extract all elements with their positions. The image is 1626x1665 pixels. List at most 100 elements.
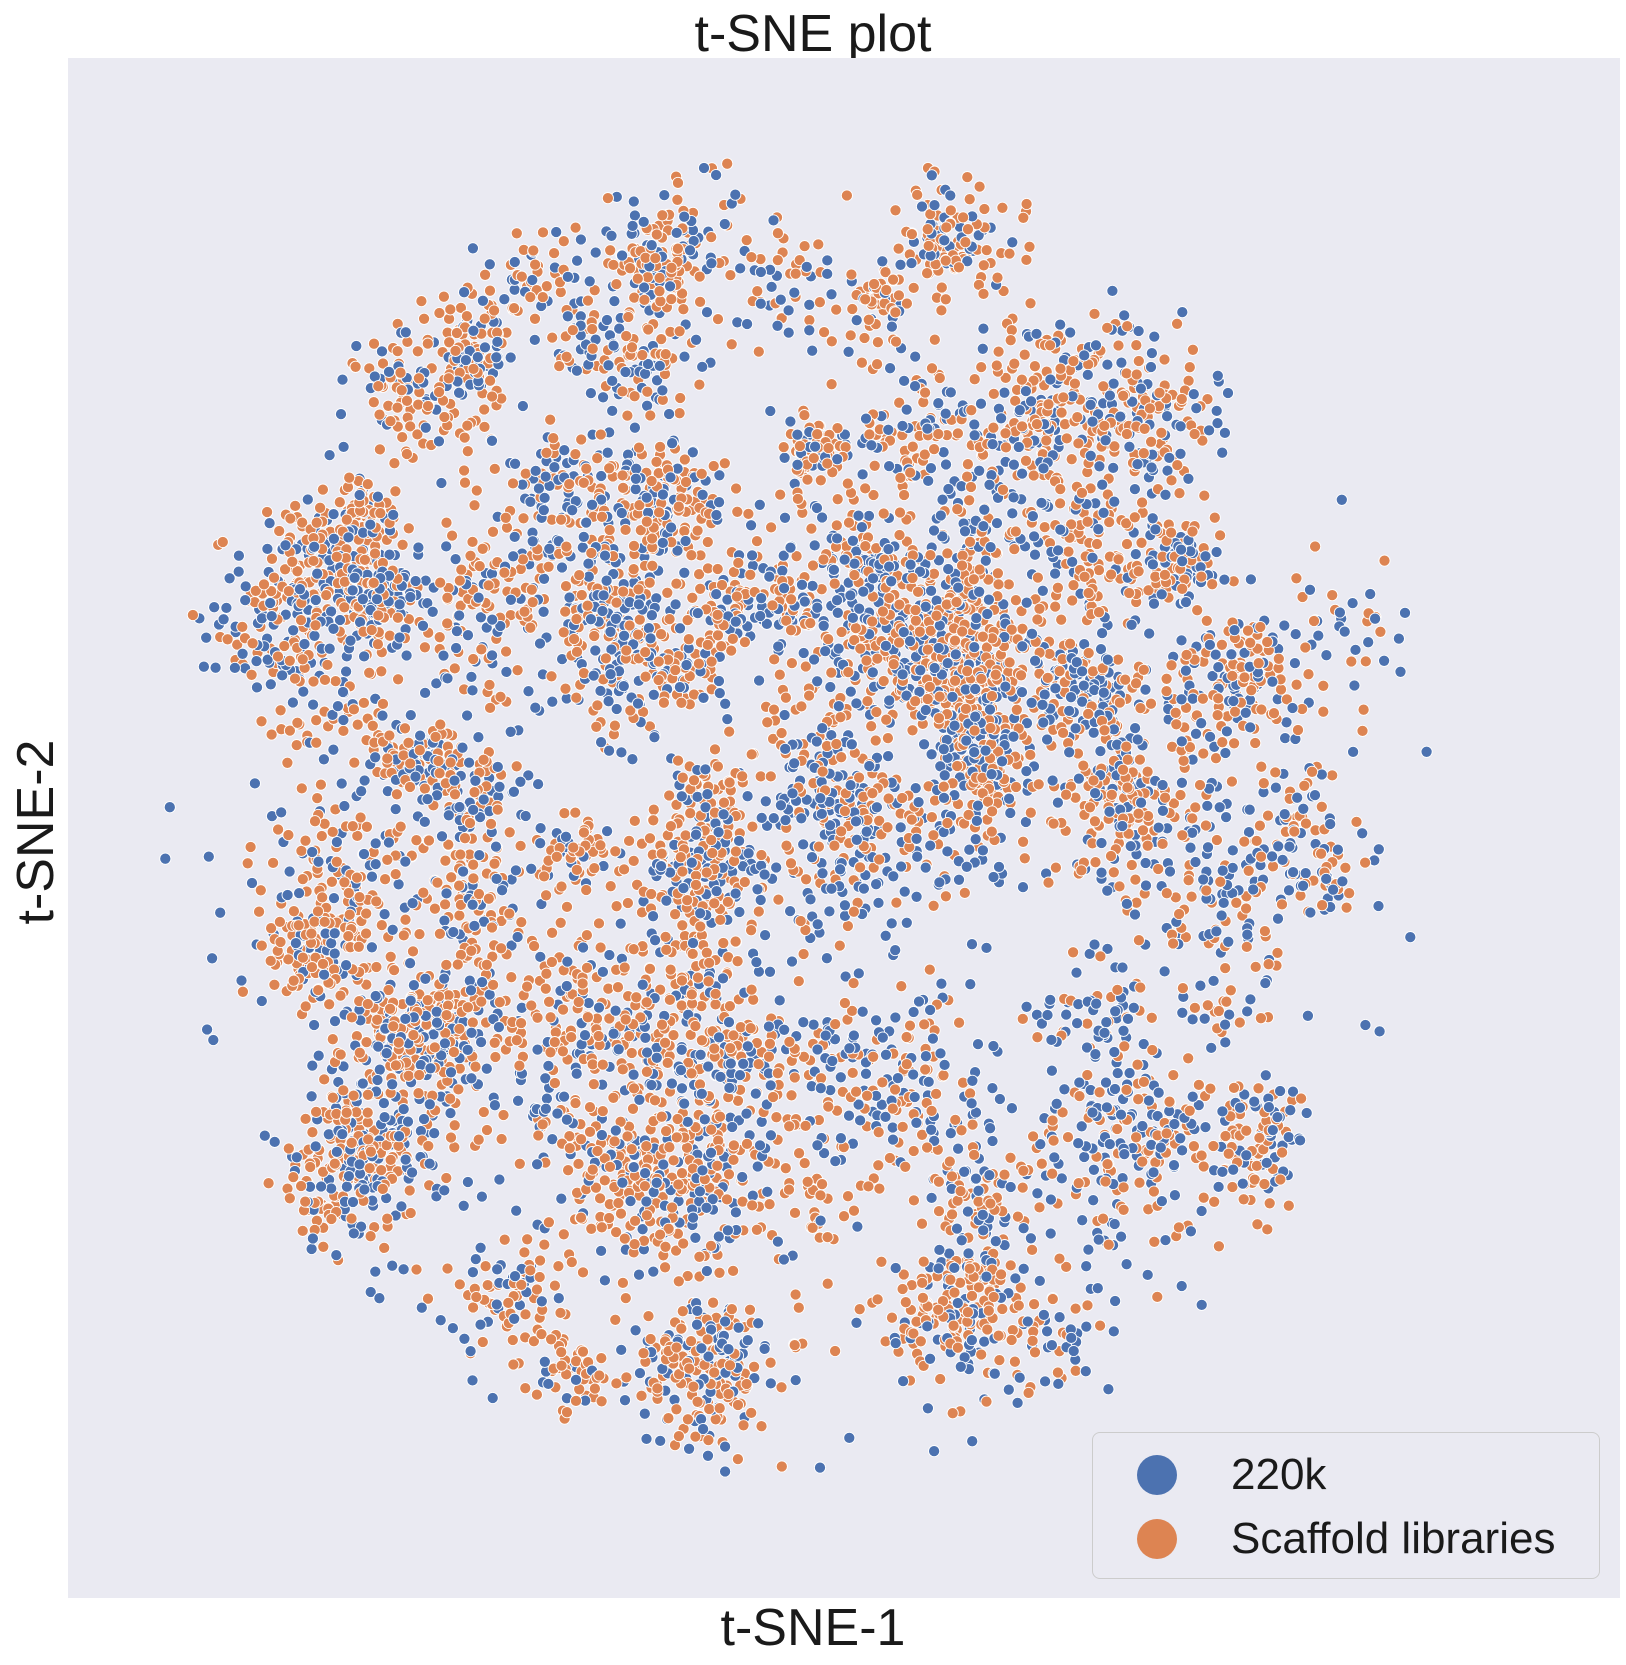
point-scaffold-libraries xyxy=(552,1260,565,1273)
point-220k xyxy=(309,593,322,607)
point-220k xyxy=(570,364,583,377)
point-scaffold-libraries xyxy=(1374,625,1387,638)
point-scaffold-libraries xyxy=(1105,568,1118,581)
point-scaffold-libraries xyxy=(453,909,466,922)
point-220k xyxy=(977,322,990,335)
point-scaffold-libraries xyxy=(375,919,388,932)
point-220k xyxy=(1036,584,1049,597)
point-scaffold-libraries xyxy=(1174,788,1187,802)
point-220k xyxy=(895,860,908,873)
point-scaffold-libraries xyxy=(798,409,811,422)
point-220k xyxy=(477,793,490,806)
point-scaffold-libraries xyxy=(519,1382,532,1395)
point-scaffold-libraries xyxy=(372,380,385,393)
point-scaffold-libraries xyxy=(1290,678,1303,691)
point-scaffold-libraries xyxy=(455,563,468,576)
point-220k xyxy=(862,509,876,522)
point-scaffold-libraries xyxy=(693,1250,706,1263)
point-scaffold-libraries xyxy=(694,582,707,595)
point-220k xyxy=(850,1316,863,1329)
point-scaffold-libraries xyxy=(763,1198,776,1211)
point-220k xyxy=(466,242,479,255)
point-220k xyxy=(876,255,889,268)
point-scaffold-libraries xyxy=(1291,723,1305,737)
point-220k xyxy=(973,464,986,477)
point-220k xyxy=(1054,318,1067,331)
point-220k xyxy=(1063,746,1076,759)
point-scaffold-libraries xyxy=(375,665,388,678)
point-scaffold-libraries xyxy=(946,1208,959,1221)
point-scaffold-libraries xyxy=(1113,880,1126,893)
point-scaffold-libraries xyxy=(510,760,523,773)
point-220k xyxy=(925,1191,938,1204)
point-220k xyxy=(602,359,615,372)
point-scaffold-libraries xyxy=(433,306,446,320)
point-220k xyxy=(1049,567,1062,580)
point-220k xyxy=(297,685,310,698)
point-220k xyxy=(1005,1102,1018,1115)
point-scaffold-libraries xyxy=(654,440,667,453)
point-220k xyxy=(958,1165,971,1178)
point-scaffold-libraries xyxy=(869,734,882,747)
point-220k xyxy=(365,941,378,954)
point-scaffold-libraries xyxy=(440,1171,453,1185)
point-220k xyxy=(1141,1268,1154,1281)
point-scaffold-libraries xyxy=(648,1094,662,1107)
point-scaffold-libraries xyxy=(1253,1131,1266,1144)
point-scaffold-libraries xyxy=(725,338,738,351)
point-220k xyxy=(1176,1006,1189,1019)
point-220k xyxy=(968,418,981,431)
point-scaffold-libraries xyxy=(1032,778,1045,791)
point-scaffold-libraries xyxy=(633,613,646,626)
point-scaffold-libraries xyxy=(306,1126,319,1139)
point-scaffold-libraries xyxy=(616,1276,629,1289)
point-scaffold-libraries xyxy=(570,645,584,658)
point-scaffold-libraries xyxy=(495,1132,508,1146)
point-220k xyxy=(889,1261,902,1275)
point-scaffold-libraries xyxy=(1228,737,1241,750)
point-scaffold-libraries xyxy=(744,568,757,581)
point-scaffold-libraries xyxy=(489,1050,502,1064)
point-220k xyxy=(713,496,726,509)
point-scaffold-libraries xyxy=(428,902,441,915)
point-220k xyxy=(683,1442,696,1455)
point-220k xyxy=(690,333,703,346)
point-scaffold-libraries xyxy=(1031,613,1044,626)
point-220k xyxy=(628,421,641,434)
point-220k xyxy=(978,1335,991,1348)
point-220k xyxy=(325,1182,338,1195)
point-220k xyxy=(638,1407,651,1420)
point-220k xyxy=(250,655,263,668)
point-220k xyxy=(1347,745,1360,758)
point-scaffold-libraries xyxy=(961,458,974,471)
point-scaffold-libraries xyxy=(255,939,268,952)
point-scaffold-libraries xyxy=(421,1292,435,1305)
point-220k xyxy=(437,649,450,662)
point-scaffold-libraries xyxy=(1317,679,1330,692)
point-220k xyxy=(305,1090,318,1103)
point-scaffold-libraries xyxy=(958,886,971,899)
point-scaffold-libraries xyxy=(775,1460,788,1473)
point-scaffold-libraries xyxy=(610,900,623,913)
point-220k xyxy=(1095,836,1108,850)
point-220k xyxy=(555,1192,568,1205)
point-scaffold-libraries xyxy=(548,1279,561,1292)
point-scaffold-libraries xyxy=(576,1345,590,1358)
point-scaffold-libraries xyxy=(829,1018,842,1031)
point-220k xyxy=(784,905,797,918)
point-scaffold-libraries xyxy=(360,927,373,940)
point-220k xyxy=(789,1374,802,1387)
point-220k xyxy=(365,870,379,883)
point-scaffold-libraries xyxy=(1016,1012,1029,1025)
point-scaffold-libraries xyxy=(727,1264,740,1277)
point-scaffold-libraries xyxy=(396,431,409,444)
point-220k xyxy=(1274,1084,1287,1098)
point-220k xyxy=(925,748,938,761)
point-scaffold-libraries xyxy=(1112,339,1125,352)
point-220k xyxy=(504,725,517,738)
point-scaffold-libraries xyxy=(1129,873,1142,886)
point-220k xyxy=(301,493,314,506)
point-220k xyxy=(889,944,902,957)
point-220k xyxy=(719,697,732,710)
point-220k xyxy=(734,262,747,275)
